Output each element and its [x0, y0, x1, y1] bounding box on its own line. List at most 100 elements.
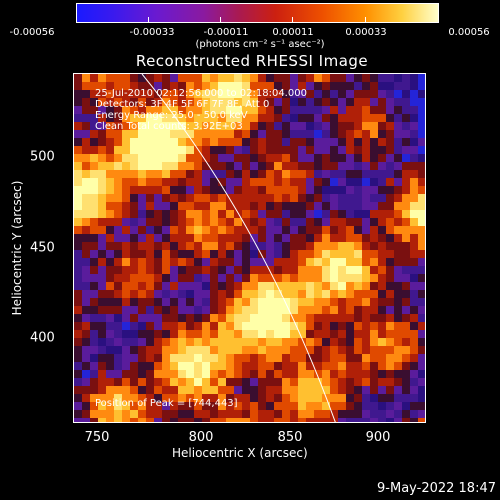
heatmap-cell — [402, 266, 411, 275]
heatmap-cell — [90, 154, 99, 163]
heatmap-cell — [82, 362, 91, 371]
heatmap-cell — [154, 186, 163, 195]
heatmap-cell — [306, 146, 315, 155]
heatmap-cell — [402, 306, 411, 315]
heatmap-cell — [90, 74, 99, 83]
heatmap-cell — [106, 226, 115, 235]
heatmap-cell — [314, 218, 323, 227]
heatmap-cell — [106, 138, 115, 147]
heatmap-cell — [370, 378, 379, 387]
heatmap-cell — [362, 242, 371, 251]
heatmap-cell — [138, 162, 147, 171]
heatmap-cell — [202, 114, 211, 123]
heatmap-cell — [234, 266, 243, 275]
heatmap-cell — [234, 202, 243, 211]
heatmap-cell — [106, 370, 115, 379]
heatmap-cell — [410, 418, 419, 422]
heatmap-cell — [122, 290, 131, 299]
heatmap-cell — [210, 410, 219, 419]
heatmap-cell — [346, 354, 355, 363]
heatmap-cell — [370, 282, 379, 291]
heatmap-cell — [234, 250, 243, 259]
heatmap-cell — [274, 234, 283, 243]
footer-timestamp: 9-May-2022 18:47 — [377, 481, 496, 496]
heatmap-cell — [114, 402, 123, 411]
heatmap-cell — [298, 242, 307, 251]
heatmap-cell — [314, 274, 323, 283]
heatmap-cell — [202, 154, 211, 163]
heatmap-cell — [402, 290, 411, 299]
heatmap-cell — [186, 90, 195, 99]
heatmap-cell — [146, 186, 155, 195]
heatmap-cell — [330, 282, 339, 291]
heatmap-cell — [194, 370, 203, 379]
heatmap-cell — [106, 250, 115, 259]
heatmap-cell — [106, 218, 115, 227]
heatmap-cell — [250, 186, 259, 195]
heatmap-cell — [234, 314, 243, 323]
heatmap-cell — [178, 210, 187, 219]
heatmap-cell — [282, 418, 291, 422]
heatmap-cell — [266, 210, 275, 219]
heatmap-cell — [226, 266, 235, 275]
heatmap-cell — [274, 274, 283, 283]
heatmap-cell — [290, 82, 299, 91]
heatmap-cell — [162, 242, 171, 251]
heatmap-cell — [162, 370, 171, 379]
heatmap-cell — [346, 378, 355, 387]
heatmap-cell — [386, 130, 395, 139]
heatmap-cell — [146, 314, 155, 323]
heatmap-cell — [258, 330, 267, 339]
heatmap-cell — [354, 346, 363, 355]
heatmap-cell — [202, 418, 211, 422]
heatmap-cell — [74, 234, 83, 243]
heatmap-cell — [402, 130, 411, 139]
heatmap-cell — [194, 354, 203, 363]
heatmap-cell — [394, 338, 403, 347]
heatmap-cell — [218, 98, 227, 107]
heatmap-cell — [258, 346, 267, 355]
heatmap-cell — [418, 242, 425, 251]
heatmap-cell — [146, 170, 155, 179]
heatmap-cell — [330, 266, 339, 275]
heatmap-cell — [410, 290, 419, 299]
heatmap-cell — [266, 266, 275, 275]
heatmap-cell — [154, 154, 163, 163]
heatmap-cell — [210, 298, 219, 307]
heatmap-cell — [226, 250, 235, 259]
heatmap-cell — [394, 362, 403, 371]
heatmap-cell — [410, 394, 419, 403]
heatmap-cell — [138, 218, 147, 227]
heatmap-cell — [330, 170, 339, 179]
heatmap-cell — [242, 114, 251, 123]
heatmap-cell — [394, 402, 403, 411]
heatmap-cell — [178, 402, 187, 411]
heatmap-cell — [394, 138, 403, 147]
colorbar-tick — [148, 17, 149, 23]
heatmap-cell — [314, 186, 323, 195]
heatmap-cell — [114, 330, 123, 339]
heatmap-cell — [74, 242, 83, 251]
heatmap-cell — [186, 418, 195, 422]
heatmap-cell — [418, 322, 425, 331]
heatmap-cell — [346, 242, 355, 251]
heatmap-cell — [74, 346, 83, 355]
heatmap-cell — [130, 74, 139, 83]
heatmap-cell — [346, 154, 355, 163]
heatmap-cell — [258, 178, 267, 187]
heatmap-cell — [98, 218, 107, 227]
heatmap-cell — [130, 186, 139, 195]
heatmap-cell — [162, 314, 171, 323]
heatmap-cell — [250, 202, 259, 211]
heatmap-cell — [354, 402, 363, 411]
heatmap-cell — [338, 202, 347, 211]
heatmap-cell — [314, 258, 323, 267]
heatmap-cell — [250, 378, 259, 387]
heatmap-cell — [274, 386, 283, 395]
heatmap-cell — [266, 402, 275, 411]
heatmap-cell — [90, 90, 99, 99]
heatmap-cell — [386, 258, 395, 267]
heatmap-cell — [90, 314, 99, 323]
heatmap-cell — [114, 242, 123, 251]
heatmap-cell — [82, 266, 91, 275]
